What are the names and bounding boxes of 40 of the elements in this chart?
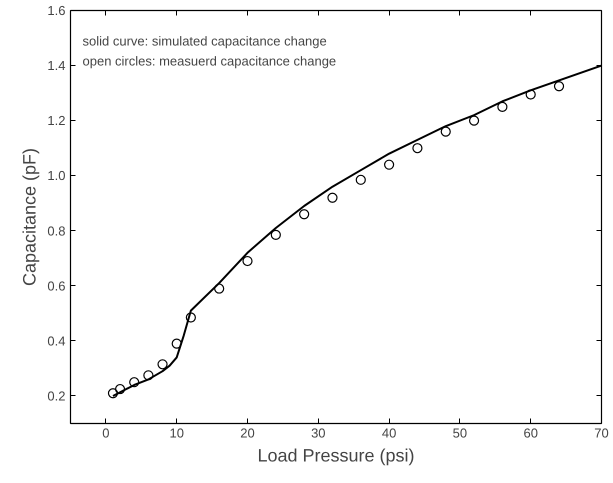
point bbox=[129, 377, 140, 388]
point bbox=[384, 160, 394, 170]
y-tick-label: 1.2 bbox=[47, 113, 66, 128]
point bbox=[497, 102, 508, 112]
point bbox=[242, 256, 253, 266]
point bbox=[157, 359, 168, 370]
annotation: solid curve: simulated capacitance change bbox=[82, 34, 327, 48]
y-axis-title: Capacitance (pF) bbox=[19, 148, 40, 286]
point bbox=[186, 312, 196, 323]
x-tick-label: 20 bbox=[240, 426, 255, 440]
point bbox=[143, 370, 154, 380]
x-tick-label: 60 bbox=[523, 426, 538, 440]
point bbox=[214, 283, 224, 294]
point bbox=[114, 384, 126, 394]
point bbox=[412, 143, 423, 154]
y-tick-label: 1.4 bbox=[47, 58, 66, 74]
point bbox=[108, 388, 118, 398]
x-tick-label: 40 bbox=[382, 426, 396, 440]
y-tick-label: 0.8 bbox=[47, 223, 66, 238]
point bbox=[356, 174, 366, 185]
x-tick-label: 30 bbox=[311, 426, 326, 440]
annotation: open circles: measuerd capacitance change bbox=[82, 54, 336, 68]
x-tick-label: 50 bbox=[452, 426, 468, 440]
y-tick-label: 1.6 bbox=[47, 3, 66, 18]
y-tick-label: 0.2 bbox=[47, 388, 66, 404]
point bbox=[327, 192, 338, 203]
x-tick-label: 0 bbox=[102, 426, 110, 440]
point bbox=[554, 81, 564, 92]
point bbox=[526, 89, 536, 100]
y-tick-label: 1.0 bbox=[47, 168, 66, 184]
point bbox=[299, 209, 310, 220]
point bbox=[172, 338, 182, 349]
y-tick-label: 0.6 bbox=[47, 278, 66, 294]
point bbox=[468, 116, 480, 126]
point bbox=[440, 126, 451, 137]
x-tick-label: 10 bbox=[169, 426, 184, 440]
point bbox=[270, 230, 281, 240]
x-axis-title: Load Pressure (psi) bbox=[257, 446, 415, 466]
y-tick-label: 0.4 bbox=[47, 333, 66, 348]
x-tick-label: 70 bbox=[594, 426, 609, 440]
